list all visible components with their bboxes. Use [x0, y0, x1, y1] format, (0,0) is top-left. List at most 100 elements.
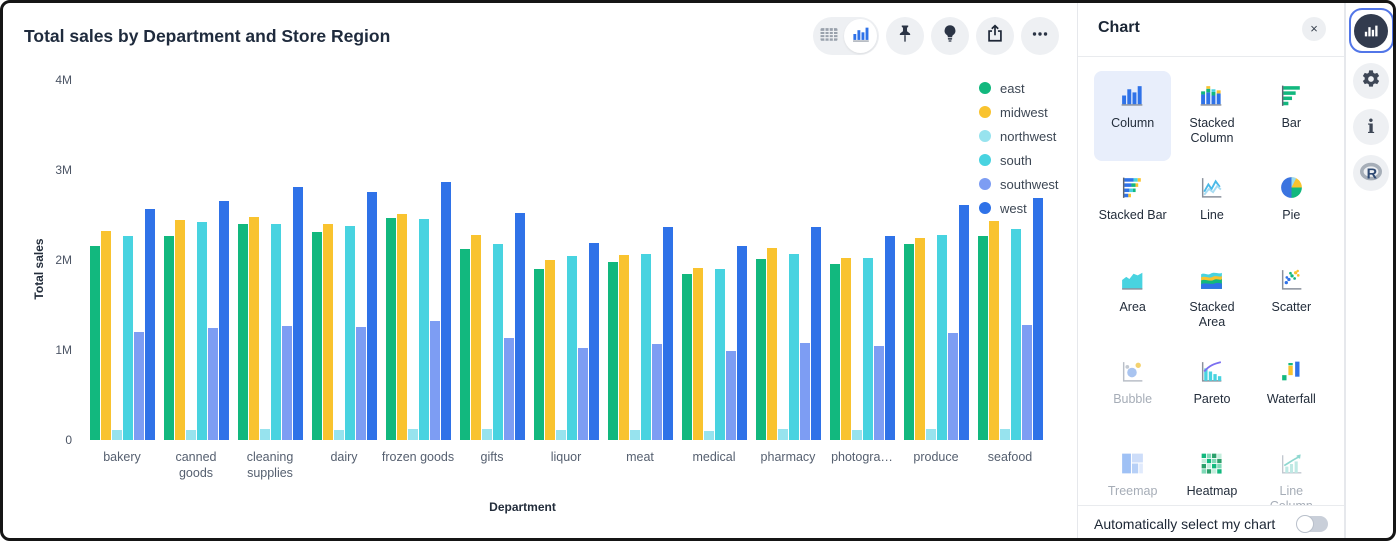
bar-southwest[interactable] [873, 346, 884, 440]
bar-east[interactable] [311, 232, 322, 440]
bar-west[interactable] [292, 187, 303, 440]
bar-midwest[interactable] [766, 248, 777, 440]
bar-west[interactable] [736, 246, 747, 440]
bar-west[interactable] [366, 192, 377, 440]
more-button[interactable] [1021, 17, 1059, 55]
bar-south[interactable] [566, 256, 577, 440]
bar-southwest[interactable] [133, 332, 144, 440]
bar-south[interactable] [122, 236, 133, 440]
chart-type-bar[interactable]: Bar [1253, 71, 1330, 161]
bar-midwest[interactable] [470, 235, 481, 440]
bar-west[interactable] [958, 205, 969, 440]
legend-item-northwest[interactable]: northwest [979, 124, 1059, 148]
bar-northwest[interactable] [259, 429, 270, 440]
bar-east[interactable] [163, 236, 174, 440]
bar-west[interactable] [218, 201, 229, 440]
bar-south[interactable] [1010, 229, 1021, 440]
chart-type-line-column[interactable]: Line Column [1253, 439, 1330, 505]
insights-button[interactable] [931, 17, 969, 55]
bar-midwest[interactable] [322, 224, 333, 440]
bar-south[interactable] [492, 244, 503, 440]
bar-midwest[interactable] [692, 268, 703, 440]
chart-type-waterfall[interactable]: Waterfall [1253, 347, 1330, 437]
r-panel-tab[interactable]: R [1353, 155, 1389, 191]
bar-east[interactable] [459, 249, 470, 440]
bar-south[interactable] [344, 226, 355, 440]
chart-type-stacked-column[interactable]: Stacked Column [1173, 71, 1250, 161]
bar-west[interactable] [810, 227, 821, 440]
chart-type-line[interactable]: Line [1173, 163, 1250, 253]
chart-type-pie[interactable]: Pie [1253, 163, 1330, 253]
bar-west[interactable] [440, 182, 451, 440]
bar-northwest[interactable] [925, 429, 936, 440]
bar-northwest[interactable] [999, 429, 1010, 440]
table-view-button[interactable] [813, 23, 844, 50]
bar-southwest[interactable] [725, 351, 736, 440]
bar-northwest[interactable] [407, 429, 418, 440]
bar-south[interactable] [862, 258, 873, 440]
legend-item-midwest[interactable]: midwest [979, 100, 1059, 124]
bar-northwest[interactable] [185, 430, 196, 440]
bar-east[interactable] [903, 244, 914, 440]
bar-northwest[interactable] [555, 430, 566, 440]
chart-type-area[interactable]: Area [1094, 255, 1171, 345]
bar-west[interactable] [144, 209, 155, 440]
bar-northwest[interactable] [777, 429, 788, 440]
bar-southwest[interactable] [281, 326, 292, 440]
bar-southwest[interactable] [429, 321, 440, 440]
bar-west[interactable] [1032, 198, 1043, 440]
bar-west[interactable] [884, 236, 895, 440]
auto-select-toggle[interactable] [1296, 514, 1328, 533]
bar-south[interactable] [714, 269, 725, 440]
chart-type-heatmap[interactable]: Heatmap [1173, 439, 1250, 505]
chart-view-button[interactable] [844, 19, 877, 53]
bar-south[interactable] [936, 235, 947, 440]
bar-southwest[interactable] [577, 348, 588, 440]
bar-east[interactable] [607, 262, 618, 440]
legend-item-west[interactable]: west [979, 196, 1059, 220]
chart-type-treemap[interactable]: Treemap [1094, 439, 1171, 505]
chart-type-pareto[interactable]: Pareto [1173, 347, 1250, 437]
bar-south[interactable] [788, 254, 799, 440]
bar-east[interactable] [829, 264, 840, 440]
bar-midwest[interactable] [840, 258, 851, 440]
bar-northwest[interactable] [629, 430, 640, 440]
settings-panel-tab[interactable] [1353, 63, 1389, 99]
bar-midwest[interactable] [100, 231, 111, 440]
bar-midwest[interactable] [248, 217, 259, 440]
bar-southwest[interactable] [651, 344, 662, 440]
legend-item-east[interactable]: east [979, 76, 1059, 100]
bar-midwest[interactable] [618, 255, 629, 440]
bar-southwest[interactable] [799, 343, 810, 440]
bar-midwest[interactable] [174, 220, 185, 440]
bar-south[interactable] [418, 219, 429, 440]
bar-southwest[interactable] [1021, 325, 1032, 440]
bar-west[interactable] [662, 227, 673, 440]
bar-east[interactable] [681, 274, 692, 440]
bar-midwest[interactable] [988, 221, 999, 440]
bar-southwest[interactable] [947, 333, 958, 440]
bar-southwest[interactable] [503, 338, 514, 440]
chart-type-scatter[interactable]: Scatter [1253, 255, 1330, 345]
bar-south[interactable] [196, 222, 207, 440]
info-panel-tab[interactable]: i [1353, 109, 1389, 145]
bar-east[interactable] [385, 218, 396, 440]
bar-east[interactable] [89, 246, 100, 440]
legend-item-southwest[interactable]: southwest [979, 172, 1059, 196]
chart-type-stacked-bar[interactable]: Stacked Bar [1094, 163, 1171, 253]
bar-northwest[interactable] [333, 430, 344, 440]
bar-northwest[interactable] [851, 430, 862, 440]
bar-east[interactable] [755, 259, 766, 440]
close-panel-button[interactable]: × [1302, 17, 1326, 41]
bar-east[interactable] [237, 224, 248, 440]
chart-type-column[interactable]: Column [1094, 71, 1172, 161]
bar-east[interactable] [533, 269, 544, 440]
bar-northwest[interactable] [111, 430, 122, 440]
bar-west[interactable] [588, 243, 599, 440]
bar-midwest[interactable] [914, 238, 925, 440]
bar-southwest[interactable] [355, 327, 366, 440]
bar-midwest[interactable] [544, 260, 555, 440]
bar-southwest[interactable] [207, 328, 218, 440]
chart-panel-tab[interactable] [1348, 8, 1394, 53]
chart-type-bubble[interactable]: Bubble [1094, 347, 1171, 437]
